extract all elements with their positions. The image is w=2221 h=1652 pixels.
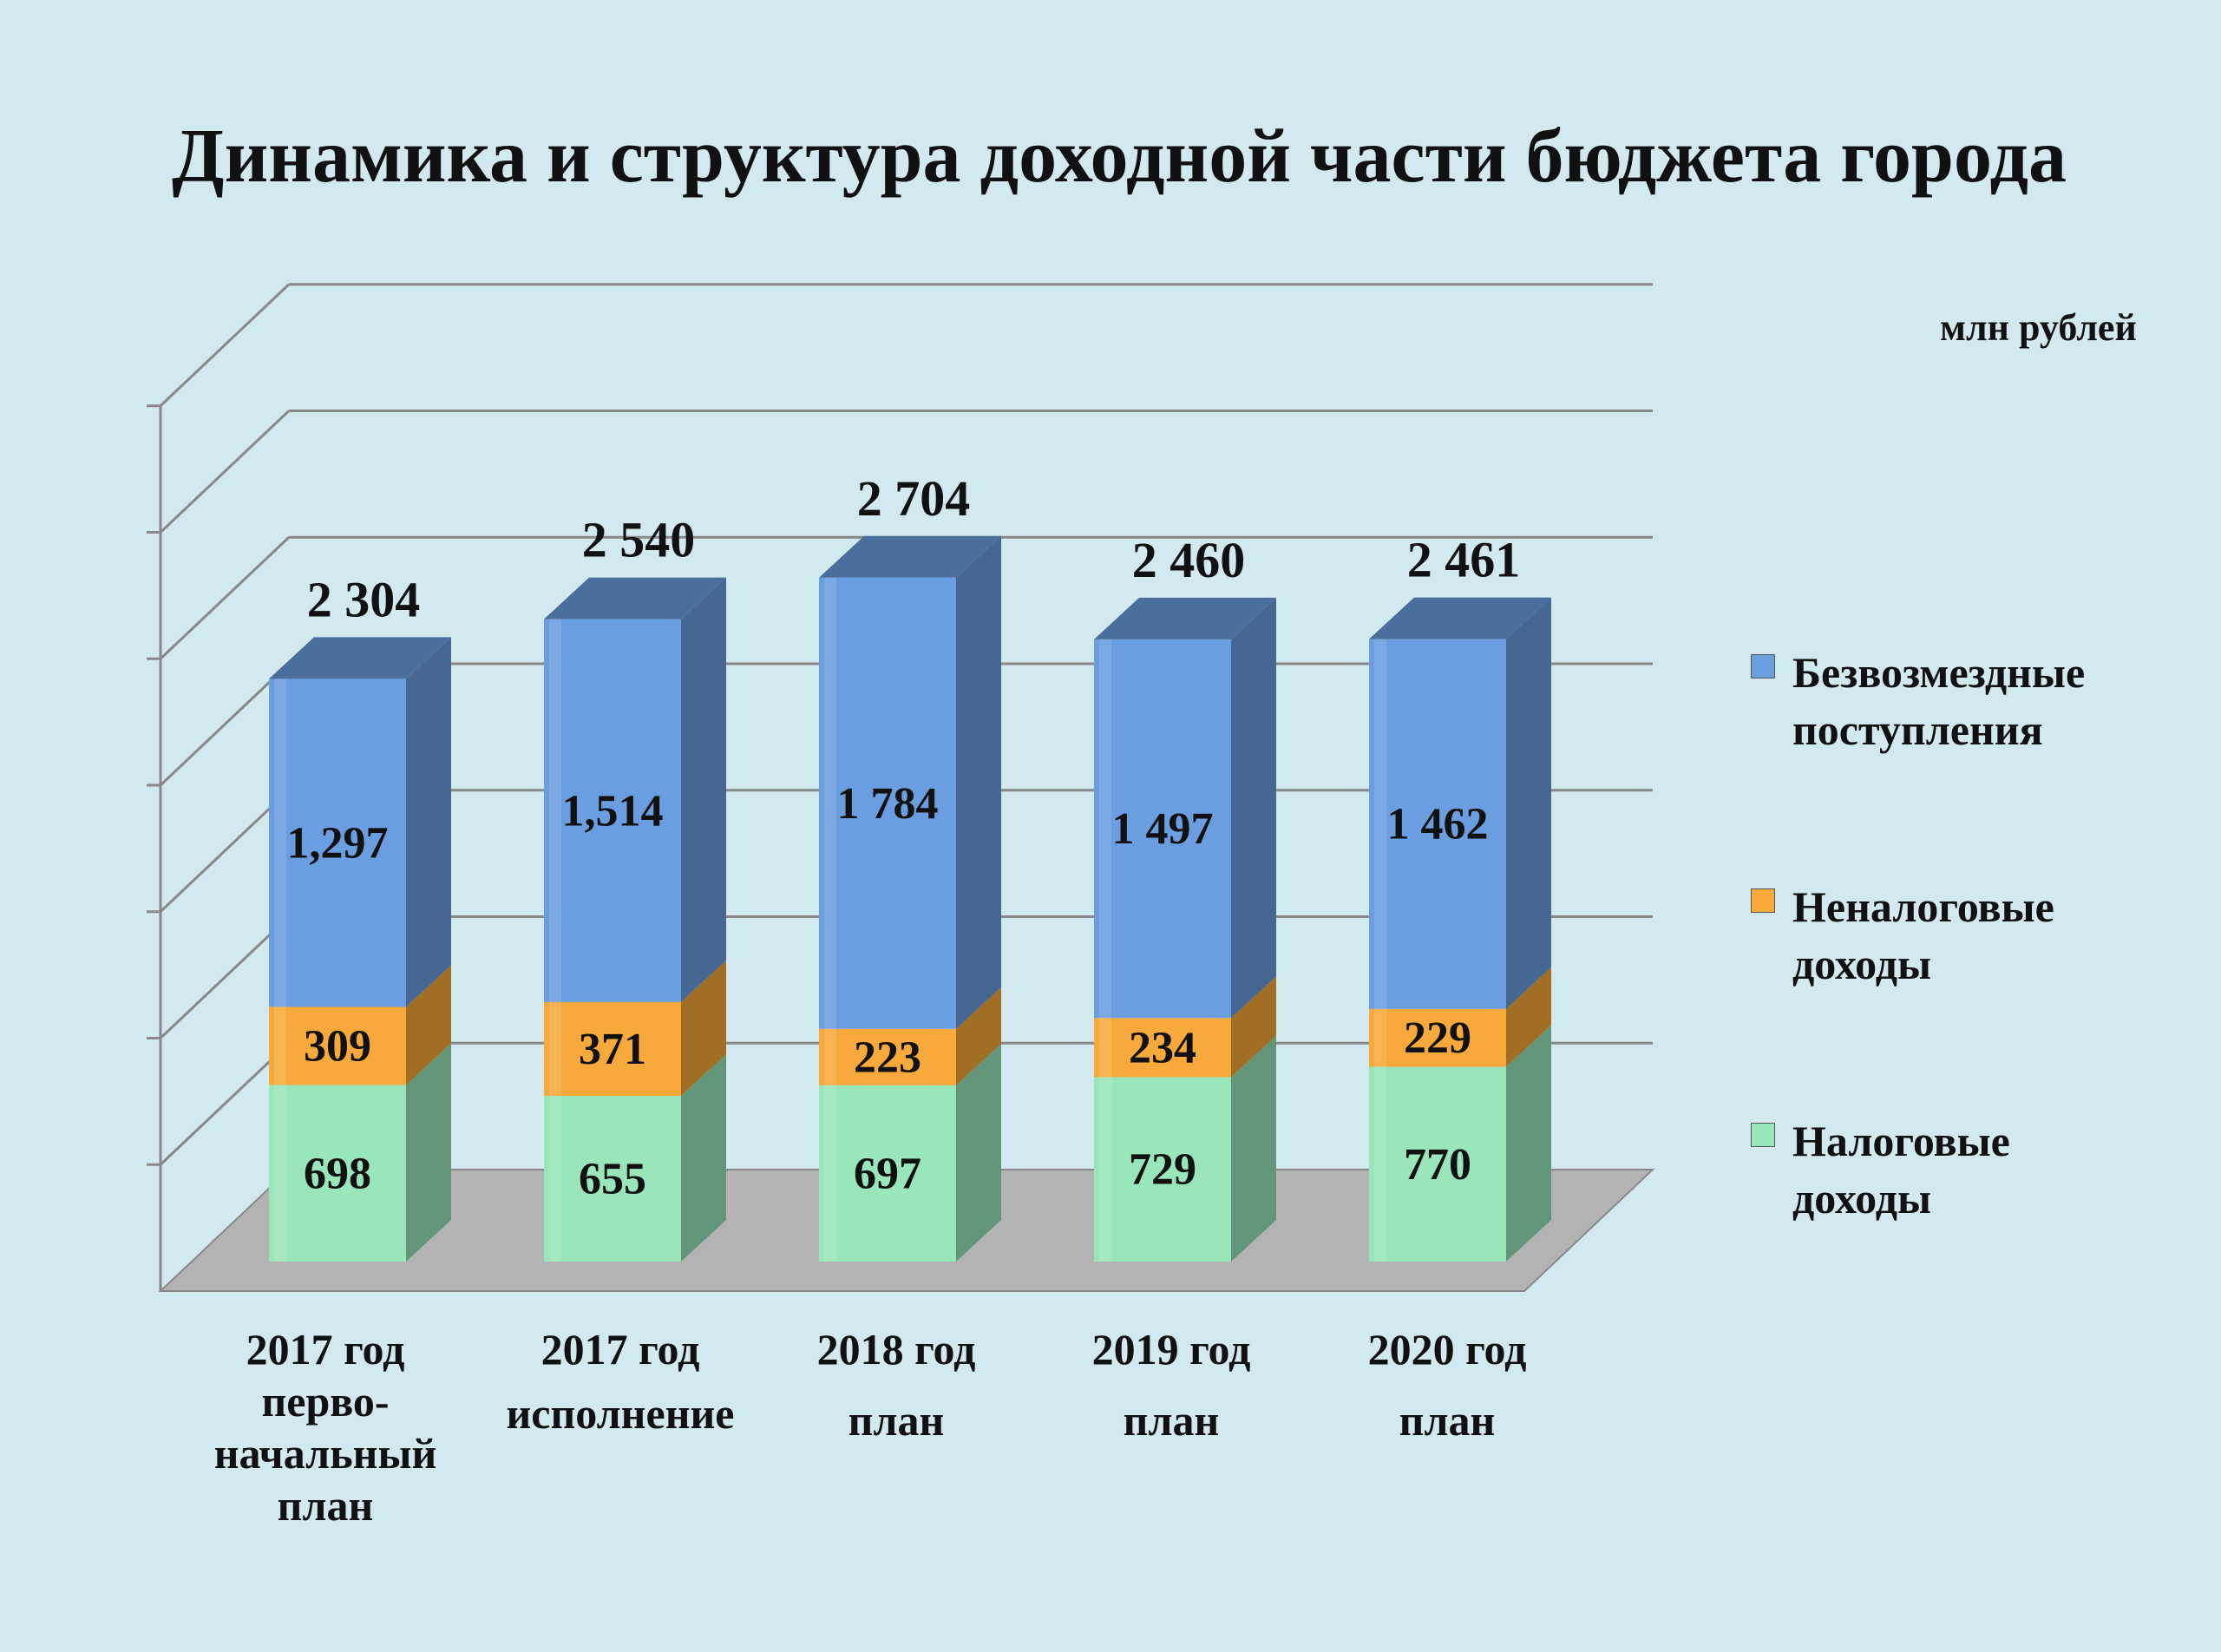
bar-segment-side: [1231, 976, 1276, 1078]
data-label: 655: [579, 1155, 646, 1204]
data-label: 309: [304, 1021, 371, 1071]
x-label-year: 2017 год: [246, 1325, 405, 1373]
bar-segment-front: [269, 1006, 406, 1085]
bar-highlight: [549, 619, 561, 1262]
bar-segment-front: [1369, 639, 1506, 1009]
x-label-sub: план: [848, 1396, 945, 1445]
data-label: 1,297: [287, 818, 389, 868]
x-label-sub: план: [1399, 1396, 1496, 1445]
bar-segment-side: [1506, 1025, 1551, 1262]
legend-swatch-nontax: [1751, 888, 1775, 913]
legend-label-nontax: Неналоговые доходы: [1792, 882, 2054, 988]
data-label: 371: [579, 1025, 646, 1074]
bar-top-cap: [1369, 597, 1551, 639]
gridline-side: [159, 283, 291, 407]
data-label: 698: [304, 1149, 371, 1198]
bar-highlight: [1099, 639, 1111, 1262]
x-label-sub: исполнение: [506, 1389, 735, 1438]
data-label: 770: [1404, 1140, 1471, 1190]
data-label: 1 462: [1387, 800, 1489, 849]
data-label: 1,514: [562, 786, 664, 836]
x-label-year: 2019 год: [1091, 1325, 1251, 1373]
bar-segment-front: [544, 1001, 681, 1097]
bar-segment-front: [1094, 639, 1231, 1019]
total-label: 2 704: [857, 470, 971, 527]
legend-swatch-gratuitous: [1751, 654, 1775, 678]
bar-segment-side: [1231, 597, 1276, 1019]
bar-segment-side: [681, 577, 726, 1002]
bar-segment-front: [1094, 1077, 1231, 1262]
bar-highlight: [274, 678, 286, 1262]
bar-segment-side: [1506, 597, 1551, 1009]
bar-segment-front: [1094, 1018, 1231, 1078]
bar-segment-front: [1369, 1008, 1506, 1067]
total-label: 2 460: [1132, 532, 1246, 588]
legend-label-gratuitous: Безвозмездные поступления: [1792, 648, 2086, 754]
bar-segment-side: [681, 1054, 726, 1262]
gridline-side: [159, 662, 291, 787]
chart-title: Динамика и структура доходной части бюдж…: [172, 115, 2067, 199]
x-label-year: 2018 год: [816, 1325, 976, 1373]
x-label-0: 2017 год перво- начальный план: [187, 1323, 464, 1531]
bar-segment-side: [406, 1043, 451, 1262]
data-label: 223: [854, 1032, 921, 1082]
x-label-year: 2020 год: [1367, 1325, 1527, 1373]
data-label: 234: [1129, 1023, 1196, 1072]
data-label: 1 497: [1112, 804, 1214, 854]
bar-segment-front: [819, 577, 956, 1029]
bar-segment-front: [544, 1096, 681, 1262]
x-label-sub: перво- начальный план: [213, 1377, 437, 1530]
bar-top-cap: [544, 577, 726, 620]
x-label-1: 2017 год исполнение: [482, 1323, 759, 1439]
bar-segment-front: [819, 1085, 956, 1262]
gridline-side: [159, 536, 291, 660]
x-label-sub: план: [1123, 1396, 1220, 1445]
bar-segment-side: [956, 535, 1001, 1029]
legend-label-tax: Налоговые доходы: [1792, 1117, 2010, 1223]
bar-highlight: [824, 577, 836, 1262]
data-label: 729: [1129, 1145, 1196, 1195]
unit-label: млн рублей: [1940, 306, 2137, 349]
bar-segment-front: [269, 1085, 406, 1262]
data-label: 697: [854, 1149, 921, 1198]
bar-segment-side: [956, 1043, 1001, 1262]
data-label: 229: [1404, 1013, 1471, 1063]
bar-segment-front: [1369, 1066, 1506, 1262]
bar-top-cap: [819, 535, 1001, 578]
bar-segment-front: [269, 678, 406, 1007]
bar-segment-side: [406, 637, 451, 1007]
gridline-side: [159, 915, 291, 1039]
x-label-3: 2019 год план: [1032, 1323, 1310, 1446]
bar-segment-side: [1506, 967, 1551, 1067]
bar-top-cap: [269, 637, 451, 679]
x-label-2: 2018 год план: [757, 1323, 1035, 1446]
x-label-4: 2020 год план: [1308, 1323, 1586, 1446]
bar-top-cap: [1094, 597, 1276, 639]
bar-segment-front: [544, 619, 681, 1002]
bar-segment-side: [1231, 1035, 1276, 1262]
data-label: 1 784: [837, 779, 939, 829]
bar-segment-front: [819, 1028, 956, 1085]
x-label-year: 2017 год: [541, 1325, 700, 1373]
total-label: 2 461: [1407, 532, 1521, 588]
gridline-side: [159, 789, 291, 913]
legend-swatch-tax: [1751, 1123, 1775, 1147]
bar-highlight: [1374, 639, 1386, 1262]
bar-segment-side: [956, 987, 1001, 1085]
bar-segment-side: [681, 960, 726, 1097]
bar-segment-side: [406, 965, 451, 1085]
gridline-side: [159, 410, 291, 534]
gridline-side: [159, 1042, 291, 1166]
total-label: 2 540: [582, 512, 696, 568]
total-label: 2 304: [307, 571, 421, 627]
